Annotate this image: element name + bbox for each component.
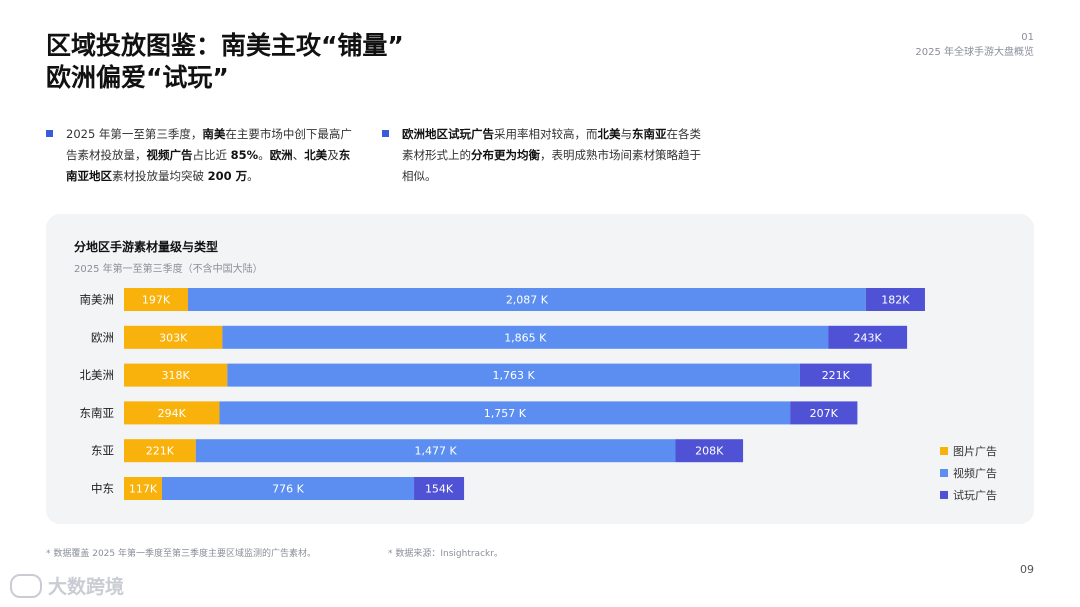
data-label: 117K [129,483,158,496]
data-label: 207K [810,407,839,420]
data-label: 1,763 K [492,369,535,382]
bar-segment-video-ad [227,363,800,387]
data-label: 2,087 K [506,294,549,307]
data-label: 221K [822,369,851,382]
chart-title: 分地区手游素材量级与类型 [74,240,219,254]
finding-right-text: 欧洲地区试玩广告采用率相对较高，而北美与东南亚在各类素材形式上的分布更为均衡，表… [402,127,701,183]
bar-segment-video-ad [162,477,415,500]
footnote-source: * 数据来源：Insightrackr。 [388,549,503,559]
category-label: 中东 [91,482,114,496]
data-label: 1,865 K [504,331,547,344]
bar-segment-image-ad [124,325,223,349]
category-label: 欧洲 [91,330,114,344]
page-title-line-1: 区域投放图鉴：南美主攻“铺量” [46,31,404,60]
legend-swatch-icon [940,469,948,477]
report-header: 01 2025 年全球手游大盘概览 [915,30,1034,60]
legend-label: 图片广告 [953,445,997,458]
bullet-square-icon [382,130,389,137]
data-label: 243K [854,331,883,344]
legend-swatch-icon [940,491,948,499]
legend-item-playable-ad: 试玩广告 [940,484,997,506]
bar-segment-playable-ad [799,363,872,387]
bar-segment-image-ad [124,363,228,387]
chart-subtitle: 2025 年第一至第三季度（不含中国大陆） [74,264,263,275]
watermark: 大数跨境 [10,572,124,599]
bar-segment-video-ad [222,325,829,349]
data-label: 318K [162,369,191,382]
data-label: 197K [142,294,171,307]
data-label: 208K [695,445,724,458]
page-number: 09 [1020,563,1034,576]
bar-segment-image-ad [124,401,220,425]
bar-segment-playable-ad [790,401,858,425]
legend-swatch-icon [940,447,948,455]
bullet-square-icon [46,130,53,137]
watermark-text: 大数跨境 [48,576,125,598]
legend-item-image-ad: 图片广告 [940,440,997,462]
watermark-logo-icon [10,573,42,598]
legend-label: 视频广告 [953,467,997,480]
finding-left-text: 2025 年第一至第三季度，南美在主要市场中创下最高广告素材投放量，视频广告占比… [66,127,352,183]
bar-segment-playable-ad [865,288,925,311]
data-label: 1,477 K [415,445,458,458]
stacked-bar-chart: 南美洲 197K 2,087 K 182K 欧洲 303K 1,865 K 243K 北美洲 31… [80,288,925,500]
bar-segment-image-ad [124,288,188,311]
data-label: 776 K [272,483,304,496]
report-name: 2025 年全球手游大盘概览 [915,47,1034,58]
data-label: 182K [881,294,910,307]
chart-legend: 图片广告 视频广告 试玩广告 [940,440,997,506]
finding-left: 2025 年第一至第三季度，南美在主要市场中创下最高广告素材投放量，视频广告占比… [46,124,356,187]
finding-right: 欧洲地区试玩广告采用率相对较高，而北美与东南亚在各类素材形式上的分布更为均衡，表… [382,124,702,187]
data-label: 154K [425,483,454,496]
category-label: 东亚 [91,444,114,458]
bar-segment-playable-ad [675,439,744,463]
data-label: 221K [146,445,175,458]
chart-panel: 分地区手游素材量级与类型 2025 年第一至第三季度（不含中国大陆） 南美洲 19… [46,214,1034,524]
category-label: 东南亚 [80,406,115,420]
bar-segment-video-ad [219,401,791,425]
page-code: 01 [1021,32,1034,43]
category-label: 南美洲 [80,293,115,307]
bar-segment-playable-ad [414,477,465,500]
bar-segment-video-ad [187,288,866,311]
data-label: 303K [159,331,188,344]
category-label: 北美洲 [80,368,115,382]
data-label: 294K [158,407,187,420]
footnote-scope: * 数据覆盖 2025 年第一季度至第三季度主要区域监测的广告素材。 [46,549,316,559]
bar-segment-video-ad [195,439,676,463]
legend-item-video-ad: 视频广告 [940,462,997,484]
data-label: 1,757 K [484,407,527,420]
page-title-line-2: 欧洲偏爱“试玩” [46,63,229,92]
bar-segment-image-ad [124,477,163,500]
bar-segment-image-ad [124,439,196,463]
legend-label: 试玩广告 [953,489,997,502]
page-title: 区域投放图鉴：南美主攻“铺量” 欧洲偏爱“试玩” [46,30,404,94]
bar-segment-playable-ad [828,325,908,349]
